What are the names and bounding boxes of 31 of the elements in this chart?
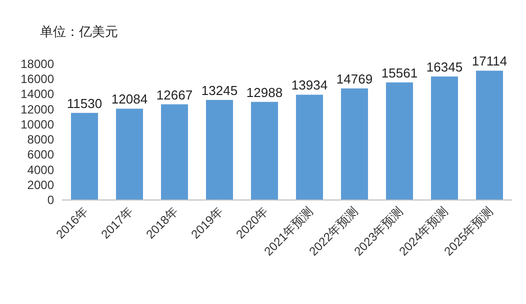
bar [251,102,278,200]
bar [116,108,143,200]
bar [71,112,98,200]
data-label: 15561 [381,65,418,80]
data-label: 16345 [426,60,463,75]
y-tick-label: 4000 [27,162,54,177]
data-label: 13934 [291,78,328,93]
bar [161,104,188,200]
data-label: 11530 [66,96,102,111]
bar [206,100,233,200]
data-label: 17114 [472,54,508,69]
bar [476,70,503,200]
data-label: 12084 [111,92,148,107]
y-tick-label: 12000 [20,102,54,116]
y-tick-label: 16000 [20,72,54,86]
bar [431,76,458,200]
data-label: 12667 [156,87,193,102]
bar [386,82,413,200]
y-tick-label: 14000 [20,87,54,102]
data-label: 12988 [246,84,283,100]
y-tick-label: 8000 [27,132,54,147]
y-tick-label: 2000 [27,178,54,192]
bar [341,88,368,200]
bar [296,94,323,200]
text: 单位：亿美元 [40,24,118,39]
y-tick-label: 10000 [20,117,54,132]
y-tick-label: 6000 [27,148,54,162]
y-tick-label: 0 [47,193,54,207]
data-label: 13245 [201,82,238,98]
data-label: 14769 [336,71,373,86]
y-tick-label: 18000 [20,57,54,71]
